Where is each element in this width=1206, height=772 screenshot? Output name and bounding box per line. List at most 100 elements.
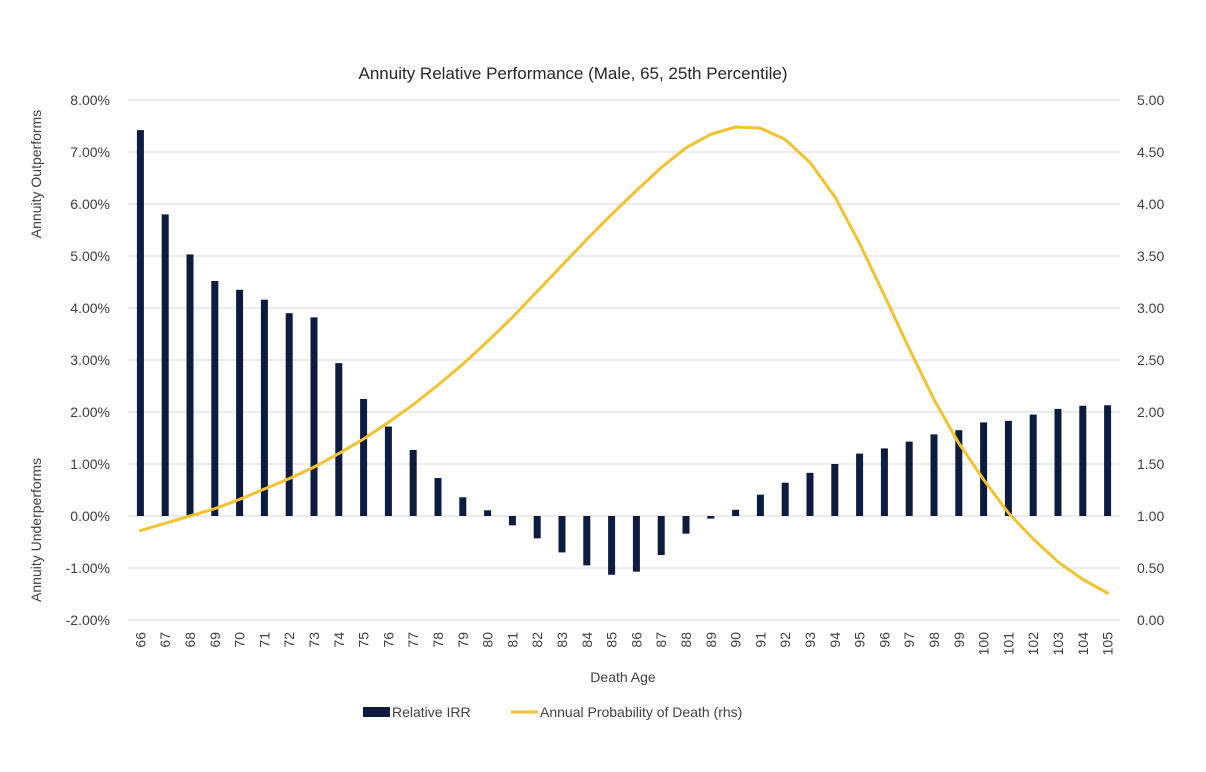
x-tick-label: 71 [256,632,272,648]
bar [285,313,293,516]
bar [930,434,938,516]
y-right-tick-label: 1.00 [1137,508,1164,524]
y-right-tick-label: 1.50 [1137,456,1164,472]
y-right-tick-label: 3.50 [1137,248,1164,264]
x-tick-label: 85 [604,632,620,648]
x-tick-label: 103 [1050,632,1066,656]
y-right-tick-label: 4.00 [1137,196,1164,212]
y-right-tick-label: 5.00 [1137,92,1164,108]
y-right-tick-label: 0.50 [1137,560,1164,576]
y-axis-label-bottom: Annuity Underperforms [28,458,44,602]
y-right-tick-label: 0.00 [1137,612,1164,628]
x-axis-ticks: 66 67 68 69 70 71 72 73 74 75 76 77 78 79 80 81 82 83 84 85… [132,632,1115,656]
y-right-tick-label: 2.50 [1137,352,1164,368]
x-axis-label: Death Age [590,669,656,685]
bar [608,516,616,575]
chart-title: Annuity Relative Performance (Male, 65, … [359,64,788,83]
y-left-tick-label: 2.00% [70,404,110,420]
legend-label-line: Annual Probability of Death (rhs) [540,704,742,720]
x-tick-label: 78 [430,632,446,648]
bar [583,516,591,566]
gridlines [128,99,1120,621]
bar [781,482,789,516]
x-tick-label: 84 [579,632,595,648]
y-left-tick-label: -2.00% [66,612,110,628]
y-left-tick-label: 1.00% [70,456,110,472]
x-tick-label: 98 [926,632,942,648]
x-tick-label: 93 [802,632,818,648]
x-tick-label: 83 [554,632,570,648]
y-right-tick-label: 4.50 [1137,144,1164,160]
y-left-tick-label: 5.00% [70,248,110,264]
bar [434,478,442,516]
bar [384,426,392,516]
x-tick-label: 89 [703,632,719,648]
bar [360,399,368,516]
x-tick-label: 99 [951,632,967,648]
x-tick-label: 97 [901,632,917,648]
bar [136,130,144,516]
x-tick-label: 70 [232,632,248,648]
y-left-tick-label: 7.00% [70,144,110,160]
bar [459,497,467,516]
bar [1079,405,1087,516]
x-tick-label: 66 [132,632,148,648]
bar [211,280,219,516]
bar [1054,408,1062,516]
bar [310,317,318,516]
legend: Relative IRR Annual Probability of Death… [363,704,742,720]
bar [1104,405,1112,516]
bar [707,516,715,519]
x-tick-label: 92 [777,632,793,648]
x-tick-label: 102 [1025,632,1041,656]
x-tick-label: 90 [728,632,744,648]
legend-label-bar: Relative IRR [392,704,471,720]
y-left-tick-label: 8.00% [70,92,110,108]
x-tick-label: 72 [281,632,297,648]
x-tick-label: 77 [405,632,421,648]
x-tick-label: 68 [182,632,198,648]
y-left-tick-label: 6.00% [70,196,110,212]
x-tick-label: 69 [207,632,223,648]
x-tick-label: 76 [380,632,396,648]
bar [484,510,492,516]
bar [409,449,417,516]
bar [905,441,913,516]
x-tick-label: 104 [1075,632,1091,656]
bar [260,299,268,516]
bar [1029,414,1037,516]
x-tick-label: 100 [976,632,992,656]
y-left-tick-label: 3.00% [70,352,110,368]
bar [186,254,194,516]
y-left-tick-label: 0.00% [70,508,110,524]
x-tick-label: 86 [628,632,644,648]
x-tick-label: 88 [678,632,694,648]
x-tick-label: 101 [1000,632,1016,656]
left-axis-ticks: -2.00% -1.00% 0.00% 1.00% 2.00% 3.00% 4.00% 5.0… [66,92,110,628]
bar-series [136,130,1112,575]
x-tick-label: 79 [455,632,471,648]
y-left-tick-label: -1.00% [66,560,110,576]
bar [856,453,864,516]
x-tick-label: 96 [876,632,892,648]
probability-of-death-line [138,125,1110,595]
bar [756,494,764,516]
x-tick-label: 81 [504,632,520,648]
x-tick-label: 87 [653,632,669,648]
bar [508,516,516,526]
bar [682,516,690,534]
bar [955,430,963,516]
bar [335,363,343,516]
x-tick-label: 94 [827,632,843,648]
y-axis-label-top: Annuity Outperforms [28,110,44,238]
y-right-tick-label: 2.00 [1137,404,1164,420]
x-tick-label: 74 [331,632,347,648]
legend-swatch-bar [363,707,390,717]
bar [558,516,566,553]
bar [732,509,740,516]
right-axis-ticks: 0.00 0.50 1.00 1.50 2.00 2.50 3.00 3.50 4.00 4.50… [1137,92,1164,628]
x-tick-label: 73 [306,632,322,648]
x-tick-label: 67 [157,632,173,648]
x-tick-label: 80 [480,632,496,648]
